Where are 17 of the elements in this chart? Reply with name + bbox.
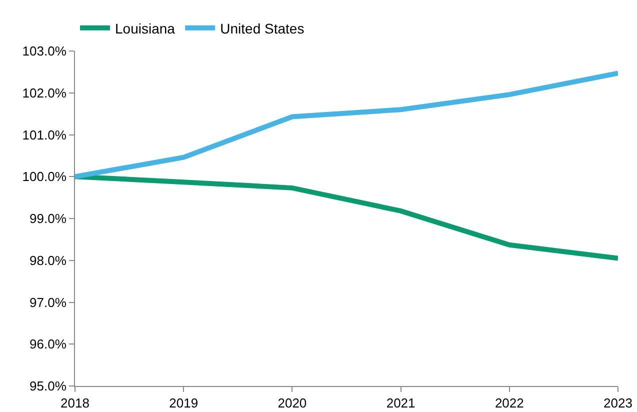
y-tick-label: 97.0% bbox=[30, 294, 67, 310]
y-tick-label: 100.0% bbox=[22, 169, 67, 184]
x-tick-label: 2019 bbox=[169, 396, 198, 411]
x-tick-label: 2023 bbox=[604, 396, 632, 411]
x-tick-label: 2018 bbox=[60, 396, 90, 411]
y-tick-label: 98.0% bbox=[30, 252, 67, 268]
x-tick-label: 2020 bbox=[278, 396, 307, 411]
legend-label: United States bbox=[220, 20, 304, 36]
x-tick-label: 2022 bbox=[494, 396, 524, 411]
y-tick-label: 103.0% bbox=[22, 44, 67, 59]
y-tick-label: 102.0% bbox=[22, 85, 67, 100]
y-tick-label: 95.0% bbox=[30, 378, 67, 394]
legend-label: Louisiana bbox=[115, 20, 176, 36]
y-tick-label: 96.0% bbox=[30, 336, 67, 352]
y-tick-label: 101.0% bbox=[22, 127, 67, 142]
y-tick-label: 99.0% bbox=[30, 211, 67, 226]
x-tick-label: 2021 bbox=[386, 396, 416, 411]
